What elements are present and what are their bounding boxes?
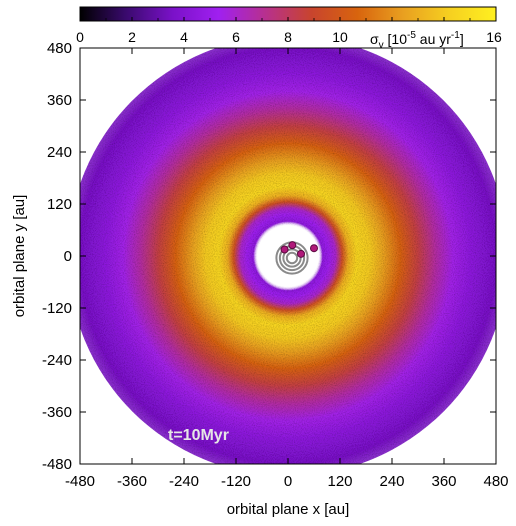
y-axis-ticks: 480 360 240 120 0 -120 -240 -360 -480 — [42, 40, 496, 473]
x-tick-label: 0 — [284, 473, 292, 490]
x-tick-label: 360 — [431, 473, 456, 490]
y-tick-label: 120 — [47, 196, 72, 213]
colorbar-tick-label: 0 — [76, 29, 84, 45]
x-axis-label: orbital plane x [au] — [227, 501, 350, 518]
colorbar-tick-label: 2 — [128, 29, 136, 45]
x-tick-label: -360 — [117, 473, 147, 490]
y-tick-label: -360 — [42, 404, 72, 421]
inner-cavity-rings — [258, 226, 318, 286]
y-tick-label: 480 — [47, 40, 72, 57]
colorbar-tick-label: 8 — [284, 29, 292, 45]
colorbar-tick-label: 16 — [486, 29, 502, 45]
y-tick-label: 0 — [64, 248, 72, 265]
x-tick-label: 120 — [327, 473, 352, 490]
orbit-ring — [285, 251, 299, 265]
colorbar-tick-label: 10 — [332, 29, 348, 45]
colorbar-label: σv [10-5 au yr-1] — [370, 30, 464, 51]
time-annotation: t=10Myr — [168, 427, 229, 444]
x-tick-label: 480 — [483, 473, 508, 490]
y-axis-label: orbital plane y [au] — [11, 195, 28, 318]
plot-area — [80, 48, 496, 464]
y-tick-label: 360 — [47, 92, 72, 109]
x-tick-label: -120 — [221, 473, 251, 490]
planets — [280, 241, 318, 258]
planet-marker — [310, 244, 318, 253]
colorbar-ticks: 0 2 4 6 8 10 16 — [76, 17, 502, 45]
planet-marker — [297, 249, 305, 258]
orbit-ring — [282, 248, 302, 268]
y-tick-label: -120 — [42, 300, 72, 317]
y-tick-label: -240 — [42, 352, 72, 369]
y-tick-label: -480 — [42, 456, 72, 473]
planet-marker — [288, 241, 297, 250]
x-axis-ticks: -480 -360 -240 -120 0 120 240 360 480 — [65, 48, 509, 490]
colorbar-tick-label: 4 — [180, 29, 188, 45]
x-tick-label: -480 — [65, 473, 95, 490]
x-tick-label: -240 — [169, 473, 199, 490]
y-tick-label: 240 — [47, 144, 72, 161]
planet-marker — [280, 245, 289, 254]
x-tick-label: 240 — [379, 473, 404, 490]
colorbar-tick-label: 6 — [232, 29, 240, 45]
colorbar: 0 2 4 6 8 10 16 σv [10-5 au yr-1] — [76, 6, 502, 51]
